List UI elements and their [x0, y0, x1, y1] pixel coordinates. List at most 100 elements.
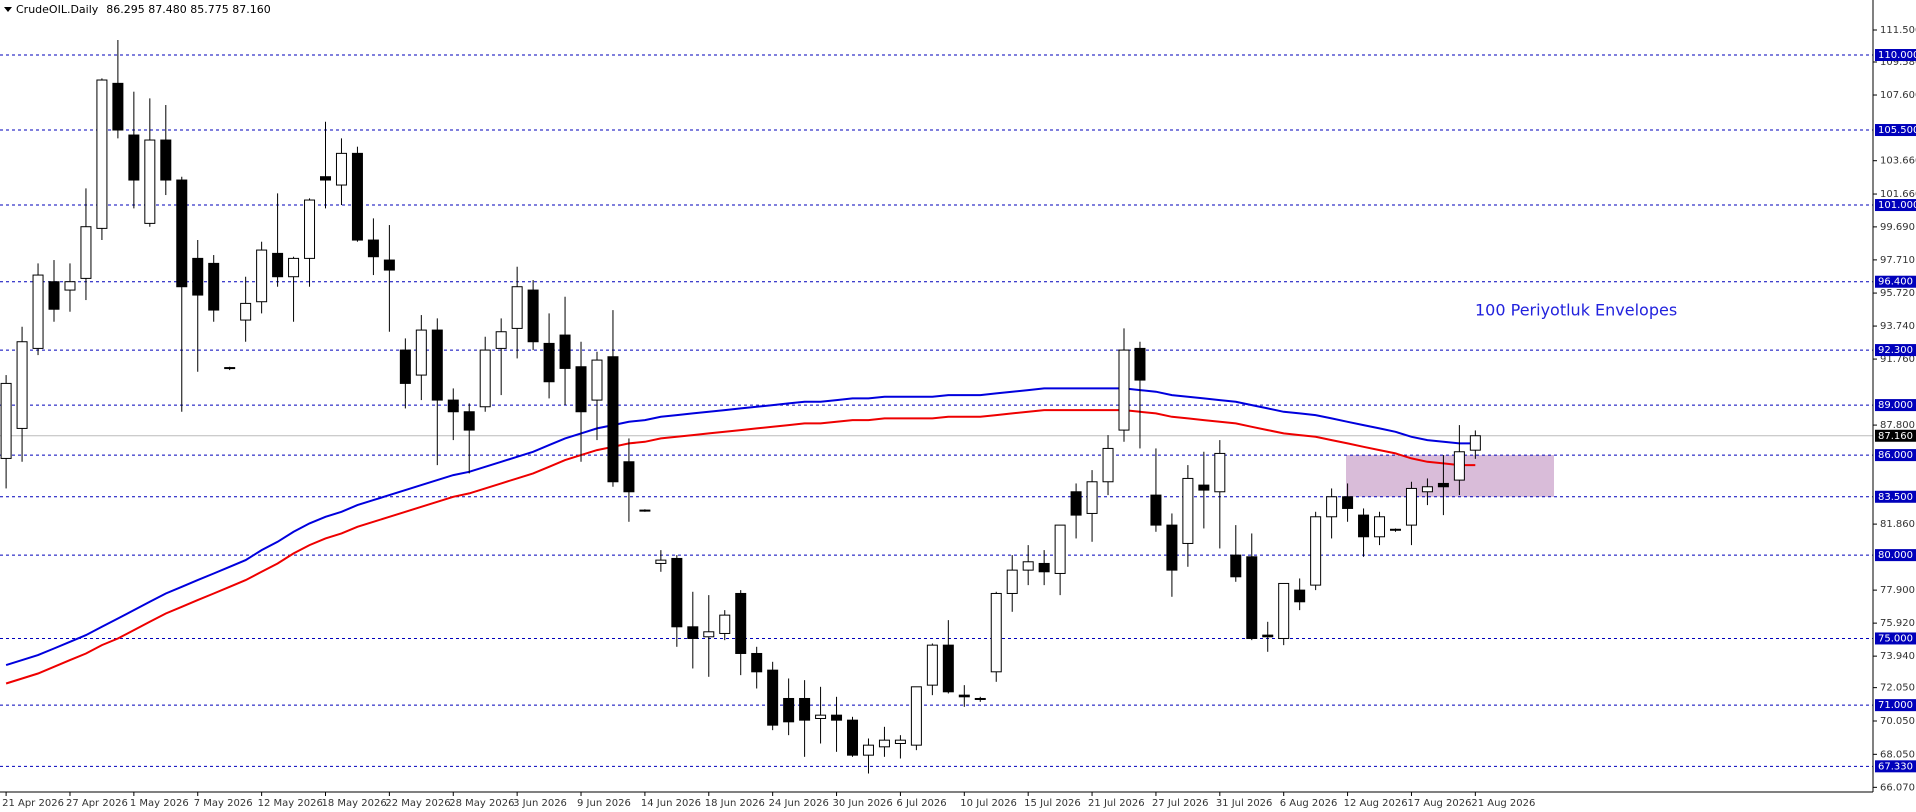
candle-body [80, 226, 92, 279]
candle-body [559, 334, 571, 369]
candle-body [463, 411, 475, 431]
x-tick-label: 10 Jul 2026 [960, 798, 1017, 809]
candle-body [1054, 524, 1066, 574]
candle-body [878, 739, 890, 748]
x-tick-label: 1 May 2026 [130, 798, 189, 809]
candle-body [1453, 451, 1465, 481]
candle-body [910, 686, 922, 746]
level-box [1875, 449, 1916, 462]
candle-body [1469, 435, 1481, 451]
candle-body [831, 714, 843, 721]
y-tick-label: 66.070 [1880, 782, 1915, 793]
level-label: 105.500 [1878, 125, 1916, 136]
candle-body [1198, 484, 1210, 491]
level-label: 110.000 [1878, 50, 1916, 61]
x-tick-label: 17 Aug 2026 [1407, 798, 1471, 809]
x-tick-label: 9 Jun 2026 [577, 798, 631, 809]
candle-body [974, 697, 986, 700]
candle-body [495, 331, 507, 349]
candle-body [894, 739, 906, 744]
candle-body [815, 714, 827, 719]
candle-body [128, 134, 140, 181]
x-tick-label: 21 Aug 2026 [1471, 798, 1535, 809]
candle-body [862, 744, 874, 756]
ohlc: 86.295 87.480 85.775 87.160 [106, 3, 270, 16]
y-tick-label: 99.690 [1880, 222, 1915, 233]
y-tick-label: 73.940 [1880, 651, 1915, 662]
candle-body [383, 259, 395, 271]
candle-body [1389, 528, 1401, 531]
symbol: CrudeOIL.Daily [16, 3, 99, 16]
level-label: 83.500 [1878, 492, 1913, 503]
candle-body [1358, 514, 1370, 538]
x-tick-label: 3 Jun 2026 [513, 798, 567, 809]
candle-body [256, 249, 268, 303]
zone-layer [1346, 455, 1554, 497]
x-tick-label: 22 May 2026 [385, 798, 450, 809]
candle-body [272, 252, 284, 278]
y-tick-label: 87.800 [1880, 420, 1915, 431]
candle-body [1246, 556, 1258, 639]
candle-body [1326, 496, 1338, 518]
candle-body [1278, 582, 1290, 639]
level-box [1875, 49, 1916, 62]
candle-body [1262, 634, 1274, 638]
menu-triangle[interactable] [4, 7, 12, 12]
candle-body [799, 697, 811, 721]
candle-body [655, 559, 667, 564]
candle-body [479, 349, 491, 408]
candle-body [1294, 589, 1306, 603]
level-label: 71.000 [1878, 700, 1913, 711]
x-tick-label: 21 Apr 2026 [2, 798, 64, 809]
x-tick-label: 15 Jul 2026 [1024, 798, 1081, 809]
candle-body [1310, 516, 1322, 586]
y-tick-label: 95.720 [1880, 288, 1915, 299]
candle-body [511, 286, 523, 329]
candle-body [719, 614, 731, 634]
level-box [1875, 399, 1916, 412]
candle-body [958, 694, 970, 698]
candle-body [208, 262, 220, 311]
y-tick-label: 93.740 [1880, 321, 1915, 332]
candle-body [431, 329, 443, 401]
candle-body [32, 274, 44, 349]
envelope-upper [5, 387, 1476, 667]
x-tick-label: 14 Jun 2026 [641, 798, 701, 809]
candle-body [144, 139, 156, 224]
candle-body [288, 257, 300, 278]
annotation: 100 Periyotluk Envelopes [1475, 301, 1677, 320]
candle-body [623, 461, 635, 493]
candle-body [1405, 487, 1417, 526]
candle-body [607, 356, 619, 483]
y-tick-label: 77.900 [1880, 585, 1915, 596]
candle-body [1421, 486, 1433, 493]
candle-body [1230, 554, 1242, 578]
candle-body [703, 631, 715, 638]
candle-body [16, 341, 28, 429]
highlight-zone [1346, 455, 1554, 497]
x-tick-label: 7 May 2026 [194, 798, 253, 809]
candle-body [335, 152, 347, 186]
candle-body [112, 82, 124, 131]
candle-body [0, 382, 12, 459]
candle-body [1022, 561, 1034, 571]
candle-body [990, 592, 1002, 673]
level-box [1875, 124, 1916, 137]
level-box [1875, 760, 1916, 773]
level-box [1875, 549, 1916, 562]
candle-body [1342, 496, 1354, 509]
y-tick-label: 75.920 [1880, 618, 1915, 629]
candle-body [96, 79, 108, 229]
candle-body [1374, 516, 1386, 538]
level-label: 92.300 [1878, 345, 1913, 356]
candle-body [1166, 524, 1178, 571]
y-tick-label: 107.600 [1880, 90, 1916, 101]
candle-body [1134, 347, 1146, 381]
x-tick-label: 18 Jun 2026 [705, 798, 765, 809]
x-tick-label: 12 May 2026 [258, 798, 323, 809]
x-tick-label: 27 Jul 2026 [1152, 798, 1209, 809]
candle-body [240, 302, 252, 321]
